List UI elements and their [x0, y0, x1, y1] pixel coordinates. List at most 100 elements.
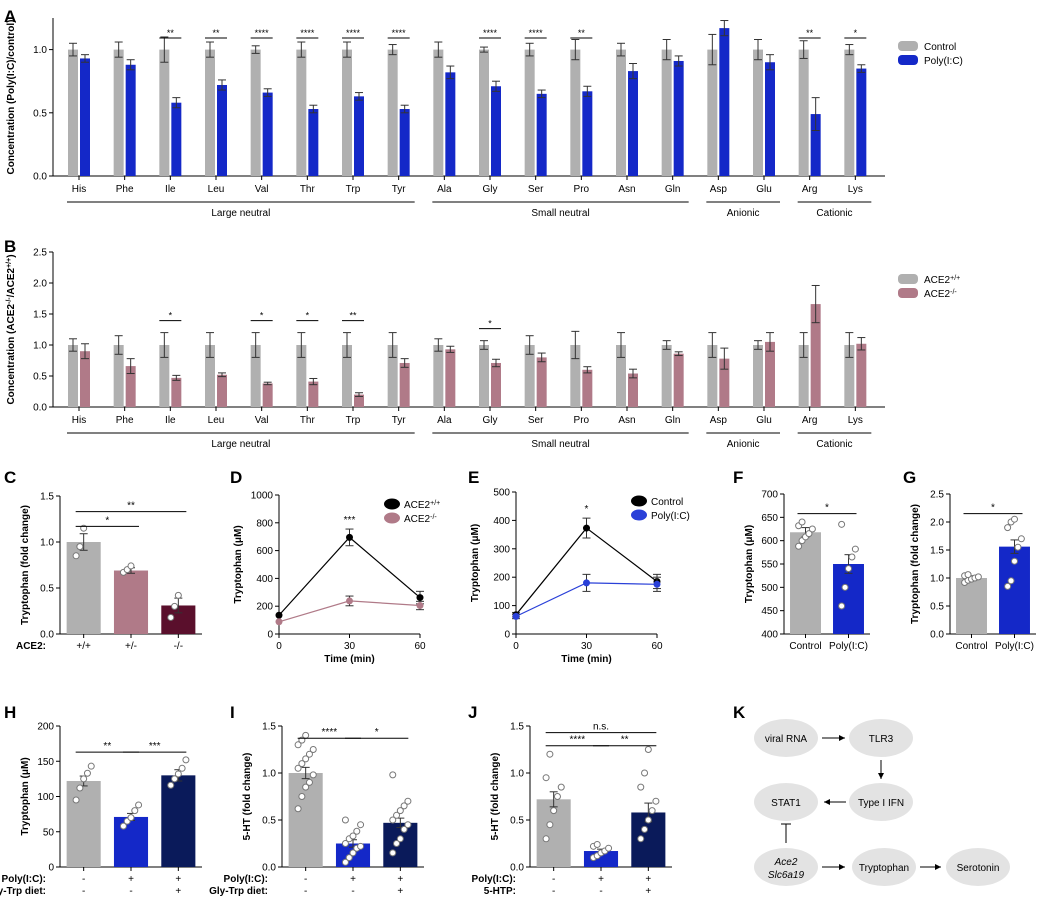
- panel-f-data-point: [805, 530, 813, 538]
- sig-label: ****: [392, 28, 407, 38]
- bar-asp-treated: [719, 28, 730, 176]
- panel-i-data-point: [305, 750, 313, 758]
- error-bar: [297, 41, 306, 58]
- bar-phe-control: [113, 345, 124, 407]
- bar-ala-control: [433, 49, 444, 176]
- y-label-part: Concentration (Poly(I:C)/control): [6, 20, 17, 175]
- panel-h-cond-mark: -: [82, 874, 85, 885]
- panel-f-x-tick-label-polyic: Poly(I:C): [829, 641, 868, 652]
- bar-arg-treated: [810, 114, 821, 176]
- x-tick-label-lys: Lys: [848, 415, 863, 426]
- group-label-large-neutral: Large neutral: [211, 208, 270, 219]
- error-bar: [206, 41, 214, 58]
- panel-d-data-point: [346, 597, 353, 605]
- panel-b-y-tick-label: 0.0: [33, 403, 47, 414]
- node-serotonin: Serotonin: [946, 848, 1010, 886]
- panel-h-cond-mark: +: [128, 874, 134, 885]
- node-tryptophan: Tryptophan: [852, 848, 916, 886]
- panel-e-x-tick-label: 30: [581, 641, 593, 652]
- error-bar: [81, 54, 89, 63]
- panel-j-data-point: [593, 840, 601, 848]
- panel-d-data-point: [346, 533, 353, 541]
- bar-pro-control: [570, 345, 581, 407]
- y-label-part: +/+: [6, 258, 13, 268]
- bar-trp-control: [342, 345, 352, 407]
- x-tick-label-val: Val: [255, 184, 269, 195]
- panel-g-data-point: [974, 573, 982, 581]
- panel-c-data-point: [167, 613, 175, 621]
- bar-tyr-control: [387, 345, 398, 407]
- bar-trp-treated: [354, 394, 364, 407]
- panel-i-data-point: [294, 764, 302, 772]
- error-bar: [537, 352, 546, 363]
- x-tick-label-ser: Ser: [528, 415, 544, 426]
- sig-label: *: [488, 319, 492, 329]
- panel-e-legend-swatch: [631, 495, 647, 507]
- panel-e-y-tick-label: 300: [493, 544, 510, 555]
- bar-leu-control: [205, 345, 215, 407]
- panel-i-sig-label: *: [375, 727, 379, 738]
- error-bar: [480, 340, 488, 350]
- panel-f-bar-0: [790, 532, 821, 634]
- error-bar: [309, 377, 318, 386]
- panel-i-data-point: [396, 835, 404, 843]
- bar-asp-control: [707, 345, 718, 407]
- panel-j-cond-mark: +: [645, 874, 651, 885]
- bar-his-treated: [80, 351, 90, 407]
- panel-f-data-point: [798, 518, 806, 526]
- panel-d-x-label: Time (min): [324, 654, 374, 665]
- legend-swatch: [898, 41, 918, 51]
- bar-gln-treated: [673, 60, 684, 177]
- panel-i-data-point: [389, 849, 397, 857]
- panel-e-chart: 0 100 200 300 400 500 0 30 60 Time (min) Tryptopha…: [470, 488, 690, 666]
- bar-val-treated: [262, 383, 273, 407]
- bar-his-control: [68, 345, 78, 407]
- panel-i-y-tick-label: 0.0: [262, 863, 276, 874]
- error-bar: [811, 97, 820, 131]
- legend-swatch: [898, 274, 918, 284]
- panel-c-row-label: ACE2:: [16, 641, 46, 652]
- error-bar: [845, 44, 854, 56]
- charts-layer: 0.0 0.5 1.0 Concentration (Poly(I:C)/contro…: [0, 18, 1036, 897]
- error-bar: [172, 97, 181, 109]
- panel-c-data-point: [127, 562, 135, 570]
- error-bar: [69, 338, 77, 352]
- panel-e-x-tick-label: 0: [513, 641, 519, 652]
- node-stat1: STAT1: [754, 783, 818, 821]
- panel-g-y-label: Tryptophan (fold change): [910, 504, 921, 624]
- error-bar: [343, 41, 351, 58]
- sig-label: **: [349, 311, 357, 321]
- panel-h-data-point: [182, 756, 190, 764]
- panel-j-data-point: [637, 835, 645, 843]
- panel-c-data-point: [72, 552, 80, 560]
- panel-i-data-point: [309, 746, 317, 753]
- bar-tyr-treated: [399, 362, 410, 407]
- error-bar: [525, 42, 534, 57]
- x-tick-label-asn: Asn: [618, 184, 635, 195]
- x-tick-label-ile: Ile: [165, 184, 176, 195]
- bar-thr-control: [296, 345, 307, 407]
- error-bar: [480, 46, 488, 53]
- sig-label: ****: [529, 28, 544, 38]
- panel-c-y-label: Tryptophan (fold change): [20, 505, 31, 625]
- node-ace2-slc6a19-shape: [754, 848, 818, 886]
- panel-d-x-tick-label: 0: [276, 641, 282, 652]
- x-tick-label-arg: Arg: [802, 415, 818, 426]
- bar-lys-treated: [856, 68, 867, 176]
- error-bar: [114, 41, 123, 58]
- sig-label: ****: [300, 28, 315, 38]
- panel-f-bar-1: [833, 564, 864, 634]
- panel-letter-i: I: [230, 703, 235, 722]
- error-bar: [754, 38, 762, 61]
- panel-b-y-tick-label: 0.5: [33, 372, 47, 383]
- panel-j-cond-mark: -: [599, 886, 602, 897]
- panel-d-data-point: [416, 594, 424, 602]
- error-bar: [160, 332, 169, 358]
- panel-j-cond-mark: -: [552, 886, 555, 897]
- panel-h-data-point: [174, 770, 182, 778]
- node-viral-rna: viral RNA: [754, 719, 818, 757]
- error-bar: [343, 332, 351, 358]
- x-tick-label-ser: Ser: [528, 184, 544, 195]
- x-tick-label-thr: Thr: [300, 415, 316, 426]
- panel-h-sig-label: **: [103, 741, 111, 752]
